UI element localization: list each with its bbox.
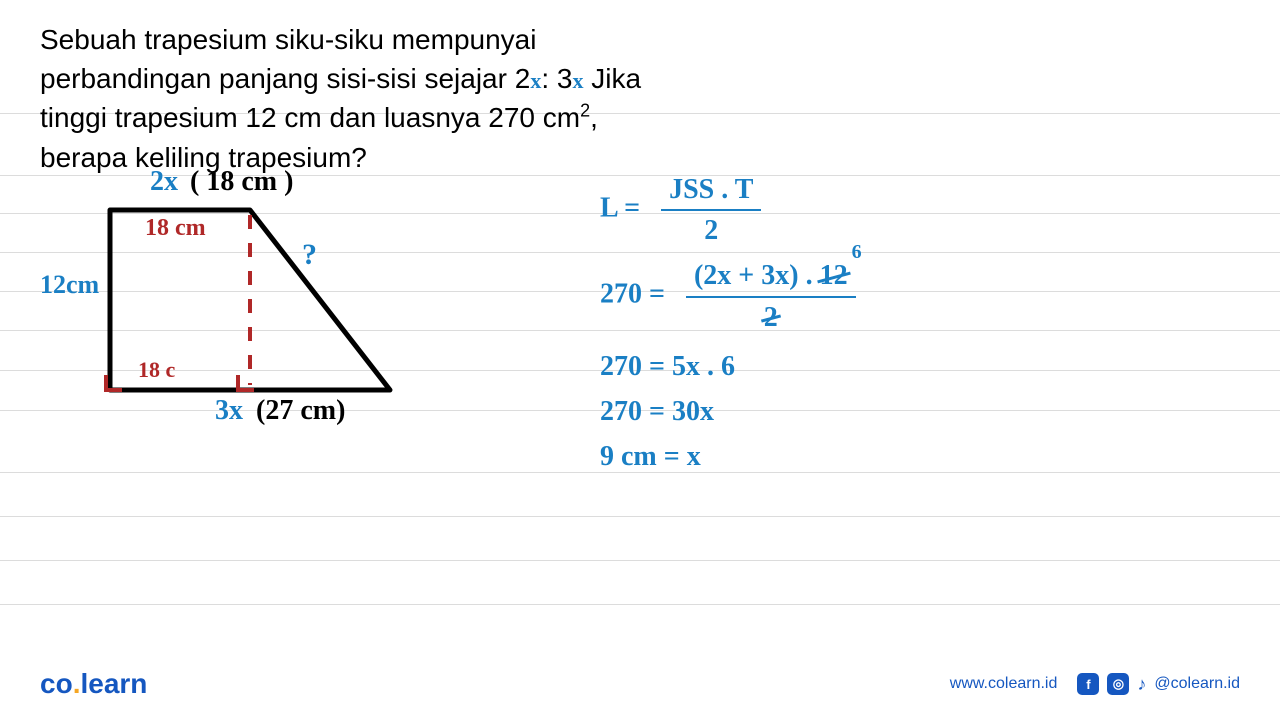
q-line2c: Jika [583, 63, 641, 94]
calc-l3: 270 = 5x . 6 [600, 347, 1100, 386]
q-line3a: tinggi trapesium 12 cm dan luasnya 270 c… [40, 102, 580, 133]
inner-bottom: 18 c [138, 357, 175, 383]
q-sq: 2 [580, 101, 590, 121]
calc-l2: 270 = (2x + 3x) . 12 6 2 [600, 256, 1100, 336]
footer-right: www.colearn.id f ◎ ♪ @colearn.id [950, 673, 1240, 695]
slant-q: ? [302, 238, 317, 272]
footer: co.learn www.colearn.id f ◎ ♪ @colearn.i… [40, 668, 1240, 700]
top-2x: 2x [150, 166, 178, 198]
bottom-3x: 3x [215, 395, 243, 427]
brand-logo: co.learn [40, 668, 147, 700]
calc-l4: 270 = 30x [600, 392, 1100, 431]
social-icons: f ◎ ♪ @colearn.id [1077, 673, 1240, 695]
instagram-icon: ◎ [1107, 673, 1129, 695]
bottom-27cm: (27 cm) [256, 395, 345, 427]
q-line1: Sebuah trapesium siku-siku mempunyai [40, 24, 536, 55]
tiktok-icon: ♪ [1137, 674, 1146, 695]
footer-url: www.colearn.id [950, 675, 1058, 693]
calc-l1-den: 2 [661, 211, 761, 250]
calc-l1-num: JSS . T [661, 170, 761, 211]
facebook-icon: f [1077, 673, 1099, 695]
q-line2a: perbandingan panjang sisi-sisi sejajar 2 [40, 63, 530, 94]
calc-l2-den: 2 [764, 302, 778, 333]
q-line2b: : 3 [541, 63, 572, 94]
q-x1: x [530, 68, 541, 93]
trapezoid-diagram: 2x ( 18 cm ) 18 cm 12cm ? 18 c 3x (27 cm… [40, 160, 400, 440]
calc-l1-left: L = [600, 193, 640, 224]
logo-learn: learn [80, 668, 147, 699]
calc-l2-strike: 12 [820, 260, 848, 291]
q-x2: x [572, 68, 583, 93]
height-12: 12cm [40, 270, 99, 300]
top-18cm: ( 18 cm ) [190, 166, 293, 198]
calc-l5: 9 cm = x [600, 437, 1100, 476]
calc-l2-left: 270 = [600, 279, 665, 310]
calc-l2-num-a: (2x + 3x) . [694, 260, 813, 291]
calc-l1: L = JSS . T 2 [600, 170, 1100, 250]
calculation-steps: L = JSS . T 2 270 = (2x + 3x) . 12 6 2 [600, 170, 1100, 482]
q-line3b: , [590, 102, 598, 133]
logo-co: co [40, 668, 73, 699]
question-text: Sebuah trapesium siku-siku mempunyai per… [40, 20, 820, 177]
footer-handle: @colearn.id [1154, 675, 1240, 693]
inner-18: 18 cm [145, 215, 206, 242]
calc-l2-super: 6 [852, 238, 862, 266]
